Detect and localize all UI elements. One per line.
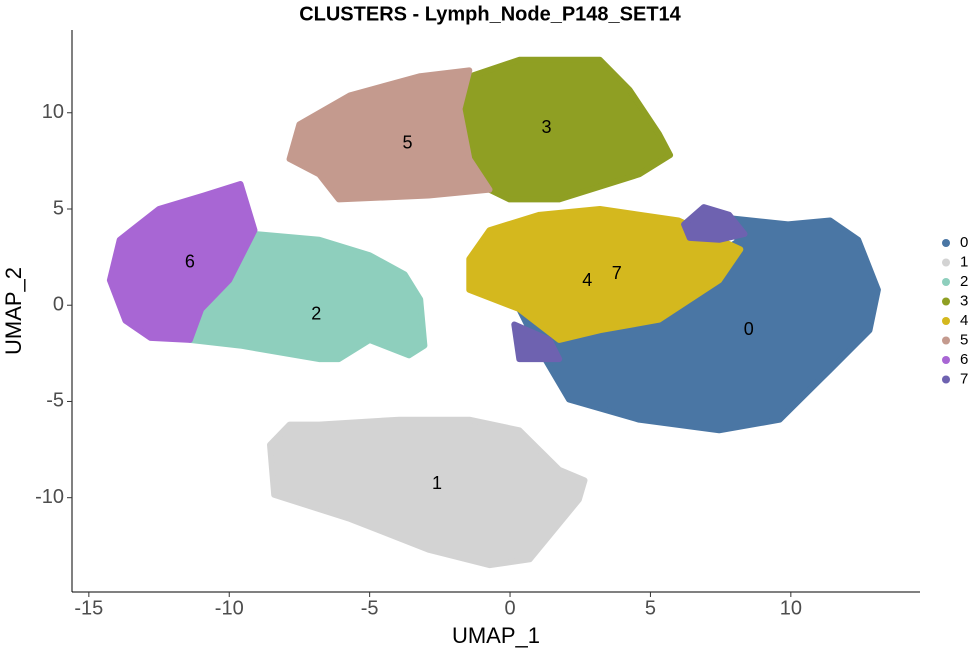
legend-label: 1 [960, 253, 968, 270]
x-axis-label: UMAP_1 [452, 623, 540, 648]
y-tick-label: -5 [46, 390, 64, 412]
legend-swatch [942, 356, 950, 364]
legend-swatch [942, 375, 950, 384]
cluster-region [456, 56, 674, 203]
y-axis-label: UMAP_2 [1, 267, 26, 355]
legend-swatch [942, 317, 950, 325]
cluster-label: 1 [432, 473, 442, 493]
y-tick-label: 0 [53, 294, 64, 316]
legend-label: 0 [960, 234, 968, 251]
cluster-label: 6 [185, 252, 195, 272]
cluster-label: 7 [612, 263, 622, 283]
x-tick-label: -15 [74, 597, 103, 619]
cluster-region [286, 67, 493, 203]
x-tick-label: 0 [504, 597, 515, 619]
x-tick-label: -10 [215, 597, 244, 619]
legend-swatch [942, 297, 950, 306]
legend-swatch [942, 239, 950, 247]
legend-swatch [942, 258, 950, 267]
y-tick-label: 5 [53, 197, 64, 219]
legend-label: 6 [960, 351, 968, 368]
x-tick-label: -5 [361, 597, 379, 619]
cluster-label: 4 [582, 270, 592, 290]
legend-label: 2 [960, 273, 968, 290]
chart-title: CLUSTERS - Lymph_Node_P148_SET14 [299, 3, 681, 25]
cluster-label: 2 [311, 304, 321, 324]
legend-swatch [942, 278, 950, 286]
legend-label: 3 [960, 292, 968, 309]
legend-swatch [942, 336, 950, 345]
cluster-label: 5 [403, 132, 413, 152]
y-tick-label: 10 [42, 101, 64, 123]
cluster-region [466, 206, 744, 343]
legend-label: 5 [960, 331, 968, 348]
cluster-region [267, 416, 588, 569]
x-tick-label: 5 [645, 597, 656, 619]
x-tick-label: 10 [780, 597, 802, 619]
legend-label: 4 [960, 312, 968, 329]
cluster-region [511, 204, 748, 363]
cluster-label: 0 [744, 319, 754, 339]
legend-label: 7 [960, 370, 968, 387]
y-tick-label: -10 [35, 486, 64, 508]
cluster-region [106, 181, 258, 343]
cluster-label: 3 [542, 117, 552, 137]
